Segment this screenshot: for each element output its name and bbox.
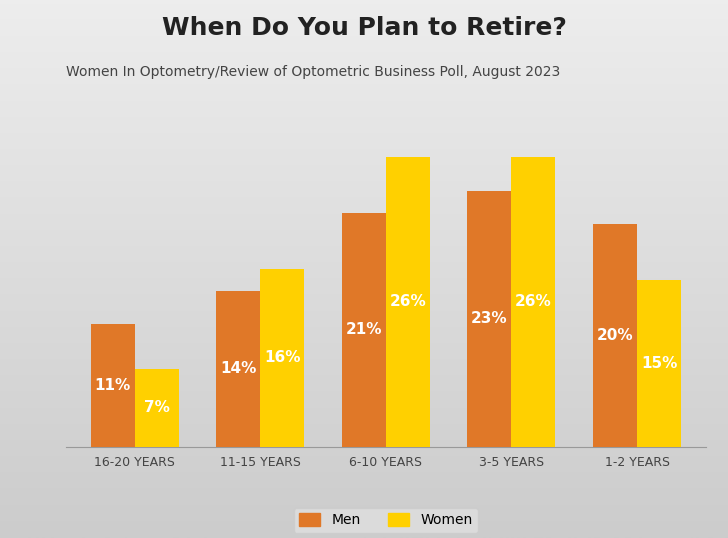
Text: Women In Optometry/Review of Optometric Business Poll, August 2023: Women In Optometry/Review of Optometric … xyxy=(66,65,560,79)
Text: 11%: 11% xyxy=(95,378,131,393)
Bar xyxy=(467,191,512,447)
Text: 26%: 26% xyxy=(515,294,552,309)
Text: 23%: 23% xyxy=(471,311,508,326)
Bar xyxy=(260,268,304,447)
Legend: Men, Women: Men, Women xyxy=(293,508,478,533)
Text: 14%: 14% xyxy=(220,361,256,376)
Bar xyxy=(216,291,260,447)
Bar xyxy=(342,213,386,447)
Bar xyxy=(386,158,430,447)
Bar xyxy=(593,224,637,447)
Text: 20%: 20% xyxy=(597,328,633,343)
Text: 21%: 21% xyxy=(346,322,382,337)
Text: 26%: 26% xyxy=(389,294,426,309)
Text: When Do You Plan to Retire?: When Do You Plan to Retire? xyxy=(162,16,566,40)
Bar xyxy=(135,369,178,447)
Text: 15%: 15% xyxy=(641,356,677,371)
Text: 16%: 16% xyxy=(264,350,301,365)
Bar xyxy=(91,324,135,447)
Bar xyxy=(637,280,681,447)
Bar xyxy=(512,158,555,447)
Text: 7%: 7% xyxy=(143,400,170,415)
